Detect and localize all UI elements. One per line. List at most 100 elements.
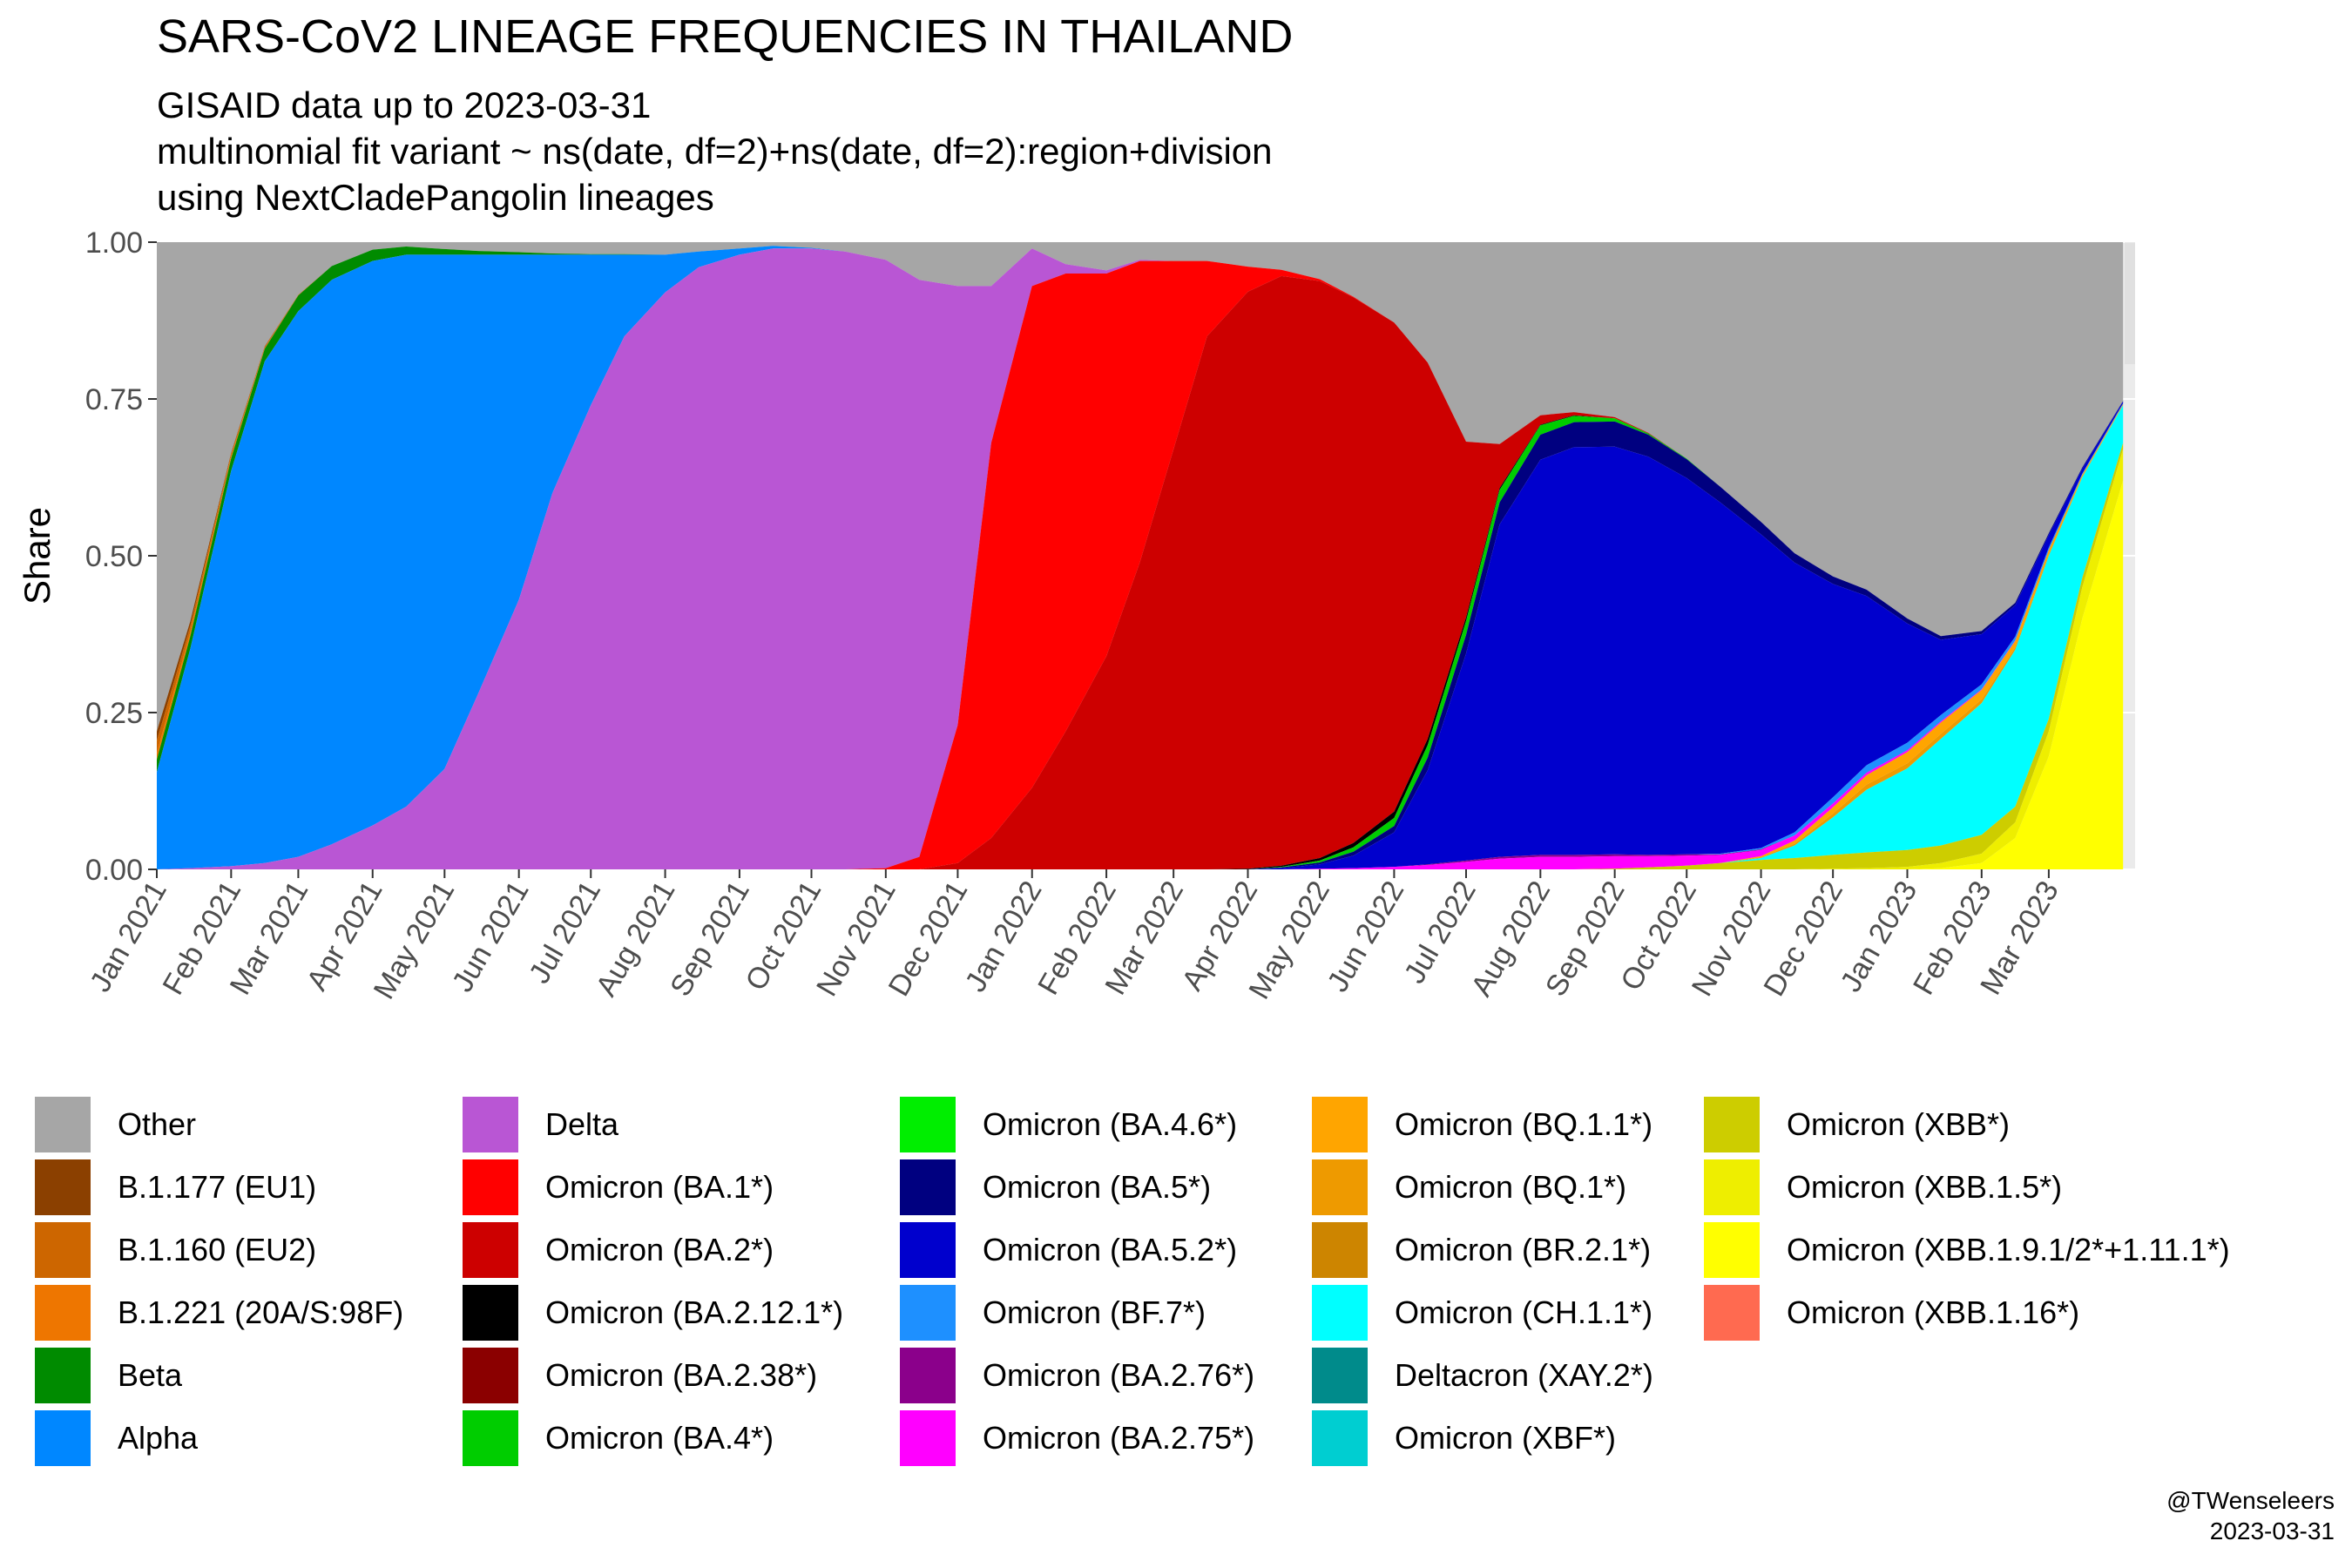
legend-label: Omicron (BA.2.12.1*) bbox=[545, 1294, 844, 1330]
legend-swatch bbox=[900, 1348, 956, 1403]
legend-swatch bbox=[1704, 1159, 1760, 1215]
legend-item-alpha: Alpha bbox=[35, 1407, 198, 1470]
legend-swatch bbox=[463, 1159, 518, 1215]
legend-label: Omicron (BA.2.76*) bbox=[983, 1357, 1255, 1393]
y-axis-label: Share bbox=[17, 507, 57, 605]
legend-label: B.1.177 (EU1) bbox=[118, 1169, 317, 1205]
area-other bbox=[157, 242, 2124, 732]
y-axis: 0.00 0.25 0.50 0.75 1.00 bbox=[85, 226, 157, 887]
legend-label: Omicron (BA.5*) bbox=[983, 1169, 1212, 1205]
legend-label: Deltacron (XAY.2*) bbox=[1395, 1357, 1653, 1393]
legend-swatch bbox=[1704, 1222, 1760, 1278]
chart-subtitle-line-2: multinomial fit variant ~ ns(date, df=2)… bbox=[157, 131, 1273, 172]
legend-swatch bbox=[1704, 1285, 1760, 1341]
legend-label: Omicron (XBB.1.9.1/2*+1.11.1*) bbox=[1787, 1232, 2230, 1267]
legend-label: B.1.221 (20A/S:98F) bbox=[118, 1294, 404, 1330]
credit: @TWenseleers 2023-03-31 bbox=[2166, 1485, 2335, 1546]
legend-swatch bbox=[35, 1159, 91, 1215]
legend-swatch bbox=[35, 1097, 91, 1152]
y-tick-label: 0.75 bbox=[85, 383, 143, 416]
x-tick-label: Jul 2022 bbox=[1398, 875, 1483, 989]
legend-label: Omicron (BQ.1*) bbox=[1395, 1169, 1627, 1205]
legend: Other B.1.177 (EU1) B.1.160 (EU2) B.1.221 (… bbox=[35, 1093, 2352, 1511]
legend-label: Omicron (BA.4*) bbox=[545, 1420, 774, 1456]
legend-item-omicron-ba-2-76: Omicron (BA.2.76*) bbox=[900, 1344, 1254, 1407]
legend-item-delta: Delta bbox=[463, 1093, 618, 1156]
legend-swatch bbox=[35, 1410, 91, 1466]
legend-swatch bbox=[1312, 1285, 1368, 1341]
legend-swatch bbox=[900, 1159, 956, 1215]
legend-swatch bbox=[463, 1222, 518, 1278]
credit-handle: @TWenseleers bbox=[2166, 1487, 2335, 1514]
legend-swatch bbox=[900, 1097, 956, 1152]
legend-swatch bbox=[1312, 1348, 1368, 1403]
legend-item-omicron-xbb-1-16: Omicron (XBB.1.16*) bbox=[1704, 1281, 2079, 1344]
area-omicron-ba-1 bbox=[157, 260, 2124, 870]
legend-swatch bbox=[900, 1222, 956, 1278]
chart-title: SARS-CoV2 LINEAGE FREQUENCIES IN THAILAN… bbox=[157, 10, 1293, 63]
legend-item-omicron-ba-4-6: Omicron (BA.4.6*) bbox=[900, 1093, 1237, 1156]
legend-swatch bbox=[463, 1285, 518, 1341]
chart-subtitle-line-3: using NextCladePangolin lineages bbox=[157, 177, 714, 218]
area-omicron-ba-5-2 bbox=[157, 401, 2124, 869]
legend-item-omicron-ba-4: Omicron (BA.4*) bbox=[463, 1407, 774, 1470]
legend-swatch bbox=[35, 1348, 91, 1403]
legend-item-omicron-ch-1-1: Omicron (CH.1.1*) bbox=[1312, 1281, 1652, 1344]
legend-label: Delta bbox=[545, 1106, 619, 1142]
legend-label: Other bbox=[118, 1106, 197, 1142]
legend-swatch bbox=[900, 1285, 956, 1341]
legend-label: Omicron (BA.4.6*) bbox=[983, 1106, 1238, 1142]
legend-item-omicron-ba-1: Omicron (BA.1*) bbox=[463, 1156, 774, 1219]
legend-swatch bbox=[1704, 1097, 1760, 1152]
legend-item-b-1-160-eu2: B.1.160 (EU2) bbox=[35, 1219, 316, 1281]
legend-label: Omicron (BQ.1.1*) bbox=[1395, 1106, 1653, 1142]
legend-label: Omicron (XBB*) bbox=[1787, 1106, 2011, 1142]
legend-item-b-1-177-eu1: B.1.177 (EU1) bbox=[35, 1156, 316, 1219]
legend-item-omicron-ba-5: Omicron (BA.5*) bbox=[900, 1156, 1211, 1219]
legend-swatch bbox=[1312, 1159, 1368, 1215]
legend-label: Omicron (BR.2.1*) bbox=[1395, 1232, 1652, 1267]
legend-item-b-1-221-20a-s-98f: B.1.221 (20A/S:98F) bbox=[35, 1281, 403, 1344]
legend-label: Omicron (XBB.1.5*) bbox=[1787, 1169, 2063, 1205]
legend-swatch bbox=[35, 1222, 91, 1278]
area-delta bbox=[157, 248, 2124, 869]
legend-label: Alpha bbox=[118, 1420, 199, 1456]
legend-item-omicron-xbb-1-9-1-2-1-11-1: Omicron (XBB.1.9.1/2*+1.11.1*) bbox=[1704, 1219, 2230, 1281]
legend-swatch bbox=[463, 1097, 518, 1152]
legend-swatch bbox=[463, 1348, 518, 1403]
legend-item-beta: Beta bbox=[35, 1344, 182, 1407]
legend-item-omicron-ba-5-2: Omicron (BA.5.2*) bbox=[900, 1219, 1237, 1281]
legend-item-omicron-xbf: Omicron (XBF*) bbox=[1312, 1407, 1616, 1470]
legend-item-omicron-bq-1: Omicron (BQ.1*) bbox=[1312, 1156, 1626, 1219]
projection-band bbox=[2125, 242, 2135, 364]
chart-subtitle-line-1: GISAID data up to 2023-03-31 bbox=[157, 84, 651, 125]
legend-label: Omicron (BA.2.38*) bbox=[545, 1357, 818, 1393]
legend-item-omicron-ba-2-38: Omicron (BA.2.38*) bbox=[463, 1344, 817, 1407]
legend-item-omicron-xbb: Omicron (XBB*) bbox=[1704, 1093, 2010, 1156]
area-omicron-ch-1-1 bbox=[157, 405, 2124, 869]
legend-label: Omicron (BF.7*) bbox=[983, 1294, 1206, 1330]
legend-swatch bbox=[1312, 1222, 1368, 1278]
legend-label: Omicron (XBF*) bbox=[1395, 1420, 1617, 1456]
legend-swatch bbox=[900, 1410, 956, 1466]
stacked-areas bbox=[156, 241, 2135, 870]
legend-item-deltacron-xay-2: Deltacron (XAY.2*) bbox=[1312, 1344, 1653, 1407]
legend-label: B.1.160 (EU2) bbox=[118, 1232, 317, 1267]
legend-label: Omicron (BA.1*) bbox=[545, 1169, 774, 1205]
legend-item-omicron-ba-2-75: Omicron (BA.2.75*) bbox=[900, 1407, 1254, 1470]
credit-date: 2023-03-31 bbox=[2209, 1517, 2335, 1544]
legend-swatch bbox=[1312, 1410, 1368, 1466]
legend-item-omicron-bq-1-1: Omicron (BQ.1.1*) bbox=[1312, 1093, 1652, 1156]
legend-swatch bbox=[1312, 1097, 1368, 1152]
legend-label: Omicron (BA.5.2*) bbox=[983, 1232, 1238, 1267]
legend-item-omicron-br-2-1: Omicron (BR.2.1*) bbox=[1312, 1219, 1651, 1281]
legend-item-other: Other bbox=[35, 1093, 196, 1156]
y-tick-label: 0.25 bbox=[85, 697, 143, 730]
legend-swatch bbox=[35, 1285, 91, 1341]
y-tick-label: 0.00 bbox=[85, 854, 143, 887]
legend-item-omicron-xbb-1-5: Omicron (XBB.1.5*) bbox=[1704, 1156, 2062, 1219]
legend-label: Omicron (CH.1.1*) bbox=[1395, 1294, 1653, 1330]
legend-label: Beta bbox=[118, 1357, 183, 1393]
legend-label: Omicron (XBB.1.16*) bbox=[1787, 1294, 2080, 1330]
